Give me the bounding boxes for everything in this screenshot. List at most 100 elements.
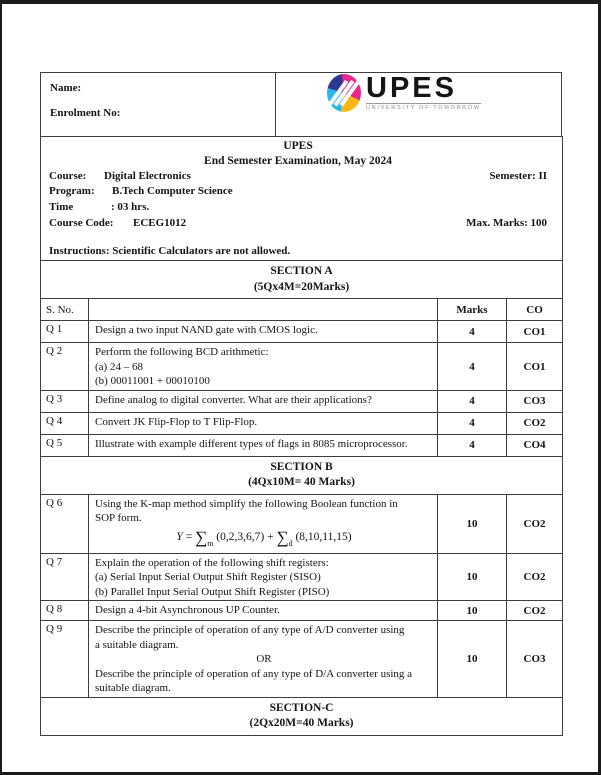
question-number: Q 6: [40, 493, 89, 554]
question-line: Explain the operation of the following s…: [95, 556, 329, 569]
section-c-header: SECTION-C (2Qx20M=40 Marks): [39, 696, 564, 736]
question-line: (a) Serial Input Serial Output Shift Reg…: [95, 571, 321, 584]
logo-wordmark: UPES: [366, 71, 457, 104]
co-cell: CO3: [505, 389, 564, 413]
marks-cell: 10: [437, 552, 507, 602]
logo-text-block: UPES UNIVERSITY OF TOMORROW: [366, 71, 481, 111]
question-row: Q 3 Define analog to digital converter. …: [40, 389, 564, 413]
question-number: Q 2: [40, 342, 89, 391]
sigma-symbol: ∑: [195, 527, 208, 547]
course-line: Course: Digital Electronics Semester: II: [49, 169, 547, 185]
section-b-subtitle: (4Qx10M= 40 Marks): [248, 476, 355, 489]
identity-fields: Name: Enrolment No:: [41, 73, 276, 136]
question-row: Q 5 Illustrate with example different ty…: [40, 433, 564, 457]
exam-table: UPES End Semester Examination, May 2024 …: [39, 135, 564, 736]
question-text: Perform the following BCD arithmetic: (a…: [88, 342, 438, 391]
marks-cell: 4: [437, 320, 507, 344]
program-label: Program:: [49, 185, 95, 198]
semester-value: Semester: II: [489, 169, 548, 182]
section-c-subtitle: (2Qx20M=40 Marks): [249, 717, 354, 730]
exam-paper: Name: Enrolment No: UPES UNIVERSITY OF T…: [39, 72, 564, 736]
course-label: Course:: [49, 169, 87, 182]
question-line: Describe the principle of operation of a…: [95, 667, 413, 680]
question-line: Using the K-map method simplify the foll…: [95, 497, 398, 510]
instructions-text: Instructions: Scientific Calculators are…: [49, 245, 291, 258]
question-text: Illustrate with example different types …: [88, 433, 438, 457]
marks-cell: 4: [437, 342, 507, 391]
section-b-row: SECTION B (4Qx10M= 40 Marks): [39, 455, 564, 495]
exam-title: End Semester Examination, May 2024: [204, 154, 392, 167]
question-row: Q 1 Design a two input NAND gate with CM…: [40, 320, 564, 344]
time-value: : 03 hrs.: [111, 201, 150, 214]
co-cell: CO2: [505, 600, 564, 622]
sigma-symbol: ∑: [276, 527, 289, 547]
question-number: Q 5: [40, 433, 89, 457]
question-text: Define analog to digital converter. What…: [88, 389, 438, 413]
marks-column-header: Marks: [437, 298, 507, 322]
question-row: Q 2 Perform the following BCD arithmetic…: [40, 342, 564, 391]
question-line: (b) Parallel Input Serial Output Shift R…: [95, 585, 330, 598]
max-marks: Max. Marks: 100: [466, 216, 548, 229]
question-line: (b) 00011001 + 00010100: [95, 375, 210, 388]
co-cell: CO4: [505, 433, 564, 457]
marks-cell: 4: [437, 411, 507, 435]
co-cell: CO2: [505, 493, 564, 554]
question-line: (a) 24 – 68: [95, 360, 143, 373]
question-line: suitable diagram.: [95, 682, 171, 695]
section-c-row: SECTION-C (2Qx20M=40 Marks): [39, 696, 564, 736]
marks-cell: 10: [437, 620, 507, 698]
section-a-header: SECTION A (5Qx4M=20Marks): [39, 260, 564, 300]
question-number: Q 7: [40, 552, 89, 602]
question-row: Q 8 Design a 4-bit Asynchronous UP Count…: [40, 600, 564, 622]
program-value: B.Tech Computer Science: [112, 185, 233, 198]
co-cell: CO2: [505, 552, 564, 602]
header-cell: UPES End Semester Examination, May 2024 …: [39, 135, 564, 262]
course-code-line: Course Code: ECEG1012 Max. Marks: 100: [49, 216, 547, 232]
time-label: Time: [49, 201, 74, 214]
header-row: UPES End Semester Examination, May 2024 …: [39, 135, 564, 262]
question-row: Q 9 Describe the principle of operation …: [40, 620, 564, 698]
co-cell: CO1: [505, 320, 564, 344]
course-value: Digital Electronics: [104, 169, 191, 182]
question-number: Q 1: [40, 320, 89, 344]
question-number: Q 3: [40, 389, 89, 413]
question-text: Design a two input NAND gate with CMOS l…: [88, 320, 438, 344]
question-text: Convert JK Flip-Flop to T Flip-Flop.: [88, 411, 438, 435]
university-name: UPES: [283, 140, 313, 152]
section-a-subtitle: (5Qx4M=20Marks): [253, 280, 350, 293]
section-a-title: SECTION A: [270, 265, 333, 278]
co-column-header: CO: [505, 298, 564, 322]
co-cell: CO2: [505, 411, 564, 435]
question-text: Design a 4-bit Asynchronous UP Counter.: [88, 600, 438, 622]
question-number: Q 4: [40, 411, 89, 435]
question-line: SOP form.: [95, 512, 142, 525]
section-c-title: SECTION-C: [269, 701, 334, 714]
time-line: Time : 03 hrs.: [49, 200, 547, 216]
question-text: Explain the operation of the following s…: [88, 552, 438, 602]
logo-tagline: UNIVERSITY OF TOMORROW: [366, 102, 481, 111]
boolean-formula: Y = ∑m (0,2,3,6,7) + ∑d (8,10,11,15): [176, 527, 352, 548]
question-row: Q 4 Convert JK Flip-Flop to T Flip-Flop.…: [40, 411, 564, 435]
co-cell: CO3: [505, 620, 564, 698]
question-row: Q 6 Using the K-map method simplify the …: [40, 493, 564, 554]
upes-shield-icon: [327, 74, 361, 112]
question-column-header: [88, 298, 438, 322]
marks-cell: 4: [437, 389, 507, 413]
marks-cell: 4: [437, 433, 507, 457]
column-header-row: S. No. Marks CO: [40, 298, 564, 322]
question-line: Describe the principle of operation of a…: [95, 624, 405, 637]
question-number: Q 8: [40, 600, 89, 622]
question-line: a suitable diagram.: [95, 638, 179, 651]
enrolment-label: Enrolment No:: [50, 107, 121, 119]
course-code-value: ECEG1012: [133, 216, 187, 229]
marks-cell: 10: [437, 600, 507, 622]
section-b-title: SECTION B: [270, 460, 333, 473]
name-label: Name:: [50, 82, 82, 94]
upes-logo: UPES UNIVERSITY OF TOMORROW: [327, 71, 481, 112]
question-row: Q 7 Explain the operation of the followi…: [40, 552, 564, 602]
course-code-label: Course Code:: [49, 216, 114, 229]
section-b-header: SECTION B (4Qx10M= 40 Marks): [39, 455, 564, 495]
question-text: Using the K-map method simplify the foll…: [88, 493, 438, 554]
logo-cell: UPES UNIVERSITY OF TOMORROW: [276, 73, 561, 136]
marks-cell: 10: [437, 493, 507, 554]
